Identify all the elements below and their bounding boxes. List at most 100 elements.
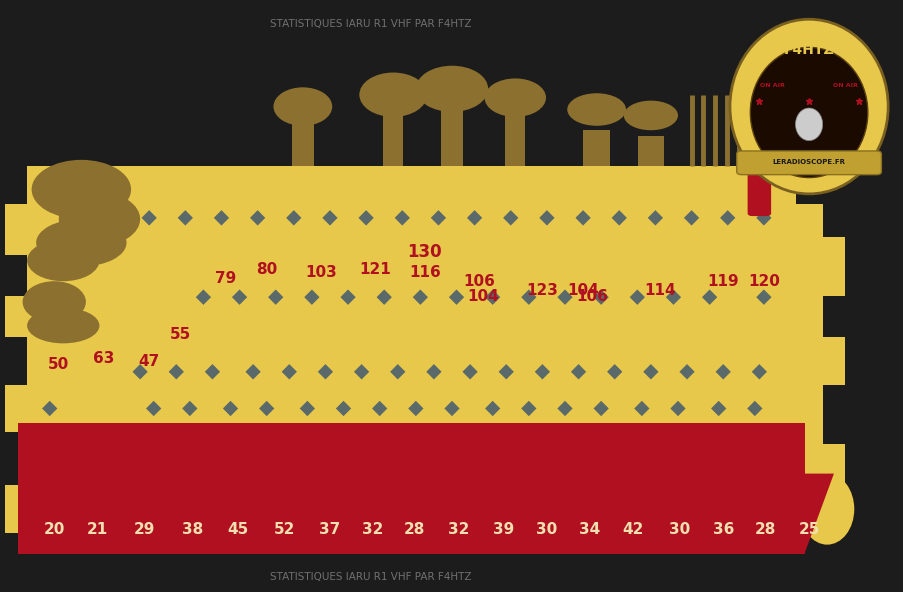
- FancyBboxPatch shape: [291, 112, 314, 166]
- Text: 130: 130: [407, 243, 442, 260]
- Polygon shape: [322, 210, 337, 226]
- Polygon shape: [647, 210, 662, 226]
- Polygon shape: [395, 210, 409, 226]
- Text: 103: 103: [304, 265, 337, 280]
- Polygon shape: [634, 401, 648, 416]
- Polygon shape: [607, 364, 621, 379]
- Polygon shape: [431, 210, 445, 226]
- Polygon shape: [666, 289, 680, 305]
- Text: 39: 39: [492, 522, 514, 538]
- Polygon shape: [390, 364, 405, 379]
- Polygon shape: [670, 401, 684, 416]
- Polygon shape: [485, 289, 499, 305]
- FancyBboxPatch shape: [386, 95, 400, 112]
- Polygon shape: [462, 364, 477, 379]
- Polygon shape: [246, 364, 260, 379]
- Text: 34: 34: [578, 522, 600, 538]
- Text: ON AIR: ON AIR: [832, 83, 857, 88]
- Text: 45: 45: [227, 522, 248, 538]
- Text: 106: 106: [462, 274, 495, 289]
- Text: 121: 121: [358, 262, 391, 277]
- Polygon shape: [756, 289, 770, 305]
- Polygon shape: [223, 401, 237, 416]
- FancyBboxPatch shape: [505, 112, 525, 166]
- Text: 63: 63: [93, 350, 115, 366]
- Text: 55: 55: [170, 327, 191, 342]
- Polygon shape: [336, 401, 350, 416]
- Ellipse shape: [730, 20, 888, 194]
- FancyBboxPatch shape: [507, 98, 522, 115]
- Text: 21: 21: [87, 522, 108, 538]
- Text: LERADIOSCOPE.FR: LERADIOSCOPE.FR: [772, 159, 844, 165]
- Text: 32: 32: [361, 522, 383, 538]
- FancyBboxPatch shape: [18, 423, 804, 554]
- Ellipse shape: [27, 308, 99, 343]
- Polygon shape: [715, 364, 730, 379]
- Text: 104: 104: [467, 288, 499, 304]
- Polygon shape: [318, 364, 332, 379]
- Polygon shape: [557, 401, 572, 416]
- Text: 116: 116: [408, 265, 441, 280]
- Polygon shape: [377, 289, 391, 305]
- Text: 47: 47: [138, 353, 160, 369]
- Polygon shape: [133, 364, 147, 379]
- Polygon shape: [444, 401, 459, 416]
- Polygon shape: [18, 426, 833, 554]
- Polygon shape: [751, 364, 766, 379]
- Polygon shape: [575, 210, 590, 226]
- Ellipse shape: [795, 108, 822, 141]
- Polygon shape: [629, 289, 644, 305]
- Text: 29: 29: [134, 522, 155, 538]
- FancyBboxPatch shape: [441, 107, 462, 166]
- FancyBboxPatch shape: [443, 89, 460, 107]
- Polygon shape: [5, 166, 844, 554]
- Polygon shape: [535, 364, 549, 379]
- Ellipse shape: [274, 88, 332, 126]
- Polygon shape: [214, 210, 228, 226]
- Polygon shape: [539, 210, 554, 226]
- Text: 38: 38: [182, 522, 203, 538]
- FancyBboxPatch shape: [641, 115, 659, 128]
- Polygon shape: [232, 289, 247, 305]
- Polygon shape: [182, 401, 197, 416]
- Ellipse shape: [27, 240, 99, 281]
- Polygon shape: [679, 364, 694, 379]
- Polygon shape: [521, 289, 535, 305]
- Text: 79: 79: [215, 271, 237, 286]
- Text: 36: 36: [712, 522, 733, 538]
- Ellipse shape: [23, 281, 86, 323]
- Text: 106: 106: [575, 288, 608, 304]
- Ellipse shape: [32, 160, 131, 219]
- FancyBboxPatch shape: [294, 107, 311, 124]
- Polygon shape: [684, 210, 698, 226]
- Text: 80: 80: [256, 262, 277, 277]
- Text: STATISTIQUES IARU R1 VHF PAR F4HTZ: STATISTIQUES IARU R1 VHF PAR F4HTZ: [270, 19, 470, 28]
- Text: 42: 42: [621, 522, 643, 538]
- FancyBboxPatch shape: [747, 133, 770, 216]
- Polygon shape: [372, 401, 386, 416]
- Text: 37: 37: [319, 522, 340, 538]
- Text: 114: 114: [644, 282, 675, 298]
- Polygon shape: [146, 401, 161, 416]
- Polygon shape: [259, 401, 274, 416]
- Polygon shape: [142, 210, 156, 226]
- Polygon shape: [250, 210, 265, 226]
- Text: 120: 120: [747, 274, 779, 289]
- Text: 28: 28: [403, 522, 424, 538]
- Text: 30: 30: [668, 522, 690, 538]
- Polygon shape: [286, 210, 301, 226]
- FancyBboxPatch shape: [383, 107, 403, 166]
- Polygon shape: [358, 210, 373, 226]
- Polygon shape: [304, 289, 319, 305]
- Polygon shape: [521, 401, 535, 416]
- Text: 50: 50: [48, 356, 70, 372]
- Text: F4HTZ: F4HTZ: [783, 43, 833, 57]
- Ellipse shape: [799, 474, 853, 545]
- Polygon shape: [498, 364, 513, 379]
- Polygon shape: [467, 210, 481, 226]
- Polygon shape: [593, 289, 608, 305]
- FancyBboxPatch shape: [586, 110, 606, 124]
- Polygon shape: [720, 210, 734, 226]
- Polygon shape: [300, 401, 314, 416]
- Text: 32: 32: [447, 522, 469, 538]
